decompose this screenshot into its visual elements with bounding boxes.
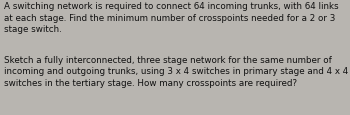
Text: Sketch a fully interconnected, three stage network for the same number of
incomi: Sketch a fully interconnected, three sta… bbox=[4, 55, 349, 87]
Text: A switching network is required to connect 64 incoming trunks, with 64 links
at : A switching network is required to conne… bbox=[4, 2, 339, 34]
